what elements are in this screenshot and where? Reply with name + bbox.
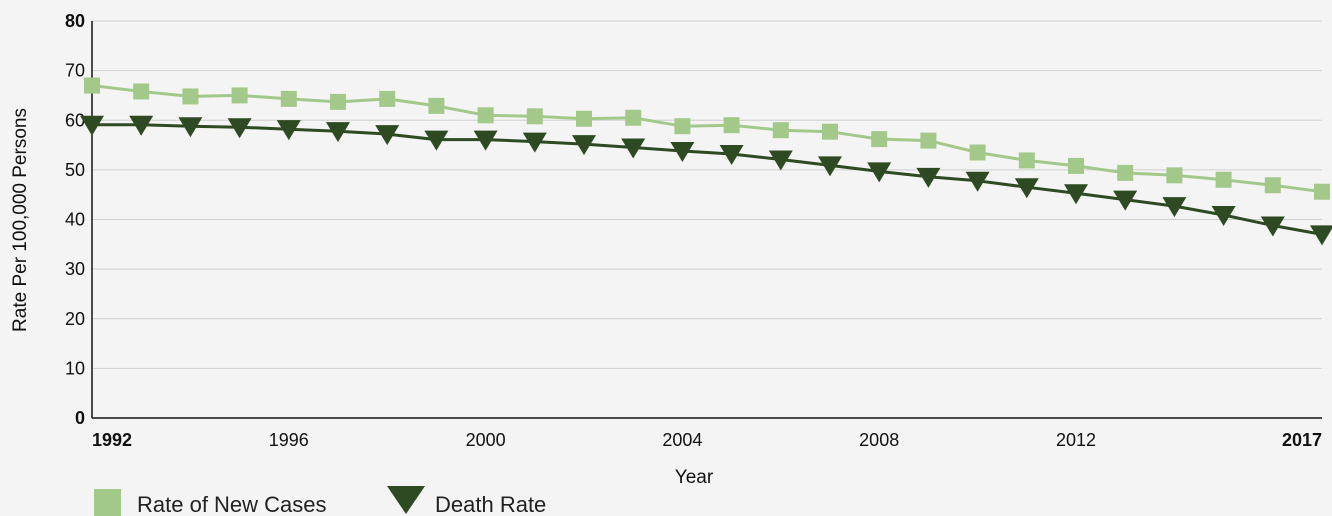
- data-point: [473, 130, 498, 151]
- y-tick-label: 10: [65, 358, 85, 378]
- y-tick-label: 0: [75, 408, 85, 428]
- y-axis-title: Rate Per 100,000 Persons: [10, 108, 31, 332]
- data-point: [1310, 225, 1332, 246]
- data-point: [133, 83, 150, 100]
- data-point: [723, 117, 740, 134]
- data-point: [1314, 183, 1330, 200]
- data-point: [920, 132, 937, 149]
- y-tick-label: 30: [65, 259, 85, 279]
- data-point: [1117, 164, 1134, 181]
- series: [80, 77, 1332, 246]
- data-point: [822, 123, 838, 140]
- data-point: [818, 156, 842, 177]
- data-point: [375, 125, 400, 146]
- data-point: [1064, 184, 1088, 205]
- data-point: [522, 132, 547, 153]
- data-point: [576, 110, 592, 127]
- y-tick-labels: 0 10 20 30 40 50 60 70 80: [65, 11, 85, 428]
- series-1: [80, 115, 1332, 246]
- data-point: [871, 131, 888, 148]
- data-point: [719, 144, 744, 165]
- data-point: [80, 115, 104, 136]
- x-tick-labels: 1992 1996 2000 2004 2008 2012 2017: [92, 430, 1322, 450]
- x-tick-label: 1992: [92, 430, 132, 450]
- data-point: [1162, 197, 1187, 218]
- data-point: [330, 93, 346, 110]
- data-point: [674, 118, 691, 135]
- x-tick-label: 2004: [662, 430, 702, 450]
- data-point: [1211, 206, 1236, 227]
- series-line-1: [92, 123, 1323, 236]
- data-point: [670, 142, 695, 163]
- data-point: [1113, 190, 1138, 211]
- series-0: [84, 77, 1330, 200]
- data-point: [1166, 167, 1183, 184]
- data-point: [867, 162, 892, 183]
- data-point: [178, 117, 203, 138]
- legend-label-death-rate: Death Rate: [435, 492, 546, 516]
- data-point: [768, 150, 793, 171]
- y-tick-label: 60: [65, 110, 85, 130]
- y-tick-label: 20: [65, 309, 85, 329]
- legend-label-new-cases: Rate of New Cases: [137, 492, 327, 516]
- legend-marker-new-cases: [94, 489, 121, 516]
- data-point: [280, 90, 297, 107]
- x-tick-label: 2017: [1282, 430, 1322, 450]
- data-point: [1068, 157, 1084, 174]
- data-point: [182, 88, 199, 105]
- data-point: [772, 122, 789, 139]
- data-point: [227, 118, 252, 139]
- x-tick-label: 2008: [859, 430, 899, 450]
- y-tick-label: 50: [65, 160, 85, 180]
- series-line-0: [91, 84, 1323, 194]
- data-point: [625, 109, 642, 126]
- data-point: [477, 107, 494, 124]
- data-point: [1264, 177, 1281, 194]
- data-point: [276, 120, 301, 141]
- x-tick-label: 1996: [269, 430, 309, 450]
- data-point: [424, 130, 449, 151]
- data-point: [1018, 152, 1035, 169]
- data-point: [969, 144, 986, 161]
- data-point: [1215, 171, 1232, 188]
- y-tick-label: 70: [65, 61, 85, 81]
- y-tick-label: 40: [65, 210, 85, 230]
- data-point: [916, 167, 941, 188]
- data-point: [1014, 178, 1039, 199]
- data-point: [1260, 216, 1285, 237]
- y-tick-label: 80: [65, 11, 85, 31]
- gridlines: [92, 20, 1322, 369]
- legend-marker-death-rate: [387, 486, 425, 514]
- data-point: [572, 135, 596, 156]
- x-tick-label: 2012: [1056, 430, 1096, 450]
- data-point: [129, 115, 154, 136]
- data-point: [84, 77, 100, 94]
- legend: Rate of New Cases Death Rate: [94, 486, 546, 516]
- data-point: [965, 171, 990, 192]
- x-axis-title: Year: [675, 467, 714, 488]
- data-point: [621, 138, 646, 159]
- x-tick-label: 2000: [466, 430, 506, 450]
- data-point: [526, 108, 543, 125]
- data-point: [379, 90, 396, 107]
- data-point: [428, 97, 445, 114]
- data-point: [231, 87, 248, 104]
- data-point: [326, 122, 350, 143]
